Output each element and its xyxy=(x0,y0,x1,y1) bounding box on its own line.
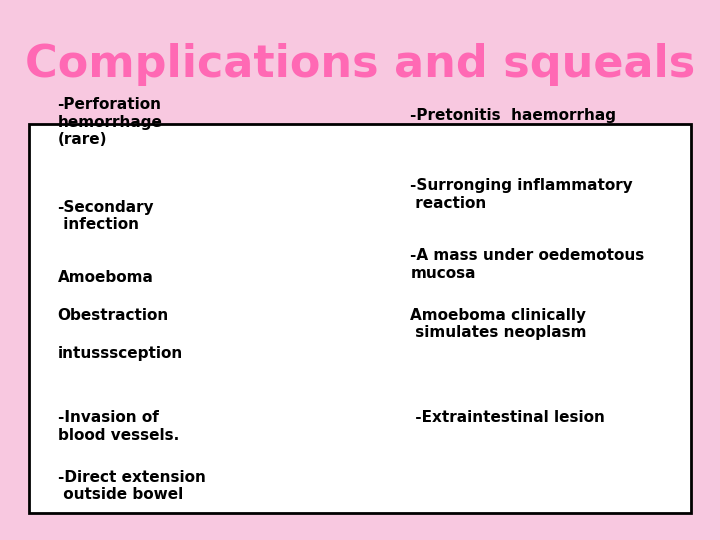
Text: Obestraction: Obestraction xyxy=(58,308,169,323)
FancyBboxPatch shape xyxy=(315,124,410,502)
Text: Amoeboma clinically
 simulates neoplasm: Amoeboma clinically simulates neoplasm xyxy=(410,308,587,340)
Circle shape xyxy=(260,238,302,328)
Text: -Pretonitis  haemorrhag: -Pretonitis haemorrhag xyxy=(410,108,616,123)
Text: -Direct extension
 outside bowel: -Direct extension outside bowel xyxy=(58,470,205,502)
Text: Amoeboma: Amoeboma xyxy=(58,270,153,285)
Text: intusssception: intusssception xyxy=(58,346,183,361)
Text: -Secondary
 infection: -Secondary infection xyxy=(58,200,154,232)
Text: -Extraintestinal lesion: -Extraintestinal lesion xyxy=(410,410,606,426)
Text: -Surronging inflammatory
 reaction: -Surronging inflammatory reaction xyxy=(410,178,633,211)
Text: -A mass under oedemotous
mucosa: -A mass under oedemotous mucosa xyxy=(410,248,644,281)
Text: -Perforation
hemorrhage
(rare): -Perforation hemorrhage (rare) xyxy=(58,97,163,147)
Text: -Invasion of
blood vessels.: -Invasion of blood vessels. xyxy=(58,410,179,443)
Text: Complications and squeals: Complications and squeals xyxy=(25,43,695,86)
FancyBboxPatch shape xyxy=(238,124,315,502)
Circle shape xyxy=(262,359,289,419)
